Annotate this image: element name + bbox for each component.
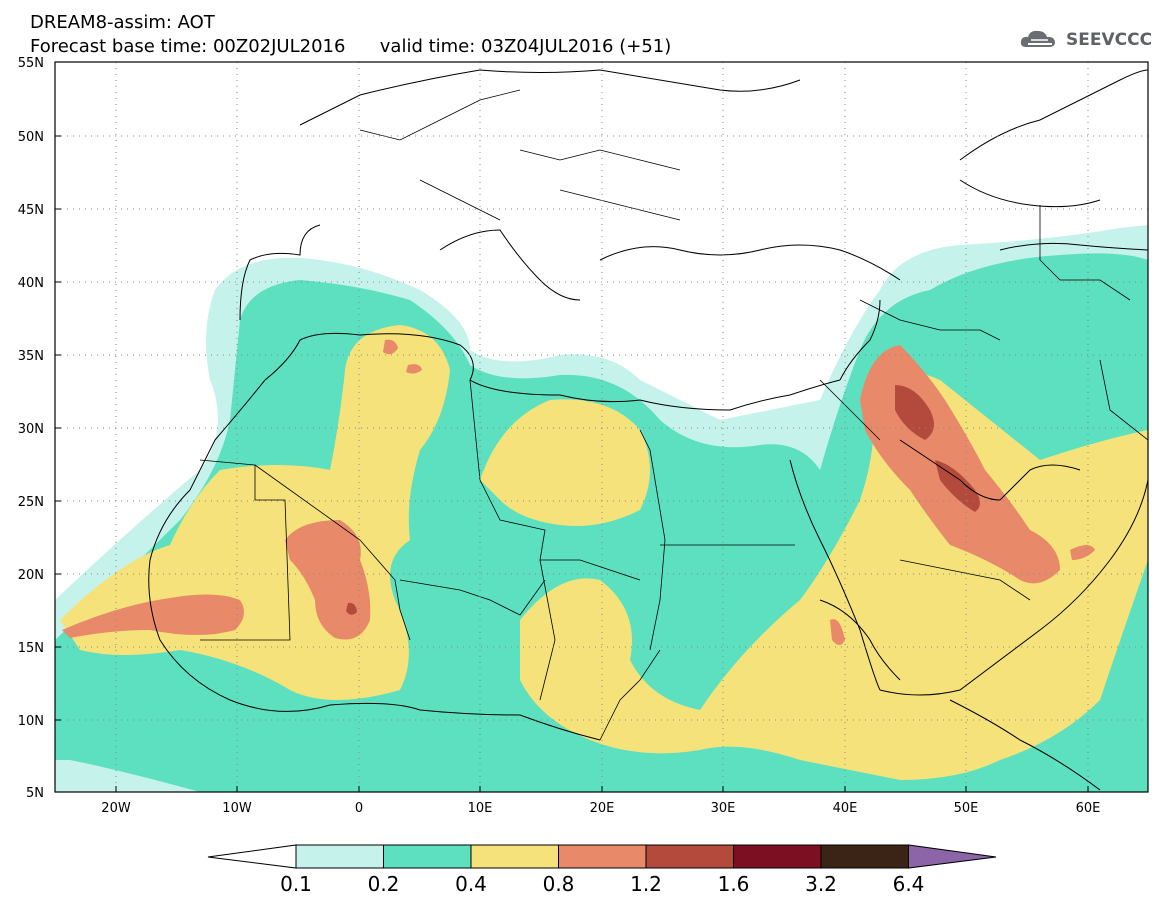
colorbar-label: 1.6 xyxy=(717,872,750,896)
colorbar-label: 1.2 xyxy=(630,872,662,896)
colorbar-label: 3.2 xyxy=(805,872,837,896)
lon-label: 20E xyxy=(590,801,615,816)
lon-labels: 20W 10W 0 10E 20E 30E 40E 50E 60E xyxy=(101,801,1100,816)
colorbar-swatch xyxy=(820,844,909,869)
lat-label: 55N xyxy=(18,56,44,71)
colorbar-label: 6.4 xyxy=(892,872,925,896)
logo-text: SEEVCCC xyxy=(1066,30,1153,50)
colorbar-swatch xyxy=(383,844,472,869)
lat-label: 35N xyxy=(18,349,44,364)
lat-label: 40N xyxy=(18,276,44,291)
lat-label: 25N xyxy=(18,495,44,510)
colorbar-swatch xyxy=(645,844,734,869)
colorbar-label: 0.2 xyxy=(367,872,400,896)
lon-label: 10W xyxy=(222,801,252,816)
aot-level-1.2 xyxy=(346,385,980,615)
axis-ticks xyxy=(55,61,1089,793)
colorbar-under-arrow xyxy=(207,844,297,869)
lat-lon-grid xyxy=(55,62,1148,792)
lon-label: 30E xyxy=(711,801,736,816)
colorbar-swatch xyxy=(470,844,559,869)
colorbar-over-arrow xyxy=(908,844,997,869)
lat-label: 20N xyxy=(18,568,44,583)
aot-field xyxy=(55,225,1148,792)
lon-label: 40E xyxy=(833,801,858,816)
lon-label: 0 xyxy=(355,801,363,816)
cloud-logo-icon xyxy=(1020,30,1055,47)
colorbar-label: 0.4 xyxy=(455,872,487,896)
lon-label: 10E xyxy=(468,801,493,816)
colorbar-swatch xyxy=(295,844,384,869)
colorbar-label: 0.1 xyxy=(280,872,312,896)
map-title: DREAM8-assim: AOT xyxy=(30,12,215,33)
colorbar xyxy=(207,844,997,869)
lat-label: 50N xyxy=(18,130,44,145)
colorbar-swatch xyxy=(733,844,822,869)
lon-label: 20W xyxy=(101,801,131,816)
country-borders xyxy=(199,89,1148,741)
lat-label: 15N xyxy=(18,641,44,656)
lat-label: 30N xyxy=(18,422,44,437)
colorbar-swatch xyxy=(558,844,647,869)
forecast-time-subtitle: Forecast base time: 00Z02JUL2016 valid t… xyxy=(30,36,672,57)
coastlines xyxy=(148,69,1148,791)
lat-label: 10N xyxy=(18,714,44,729)
lat-label: 45N xyxy=(18,203,44,218)
lon-label: 60E xyxy=(1076,801,1101,816)
lat-label: 5N xyxy=(26,786,44,801)
lat-labels: 55N 50N 45N 40N 35N 30N 25N 20N 15N 10N … xyxy=(18,56,44,801)
lon-label: 50E xyxy=(954,801,979,816)
colorbar-label: 0.8 xyxy=(542,872,575,896)
